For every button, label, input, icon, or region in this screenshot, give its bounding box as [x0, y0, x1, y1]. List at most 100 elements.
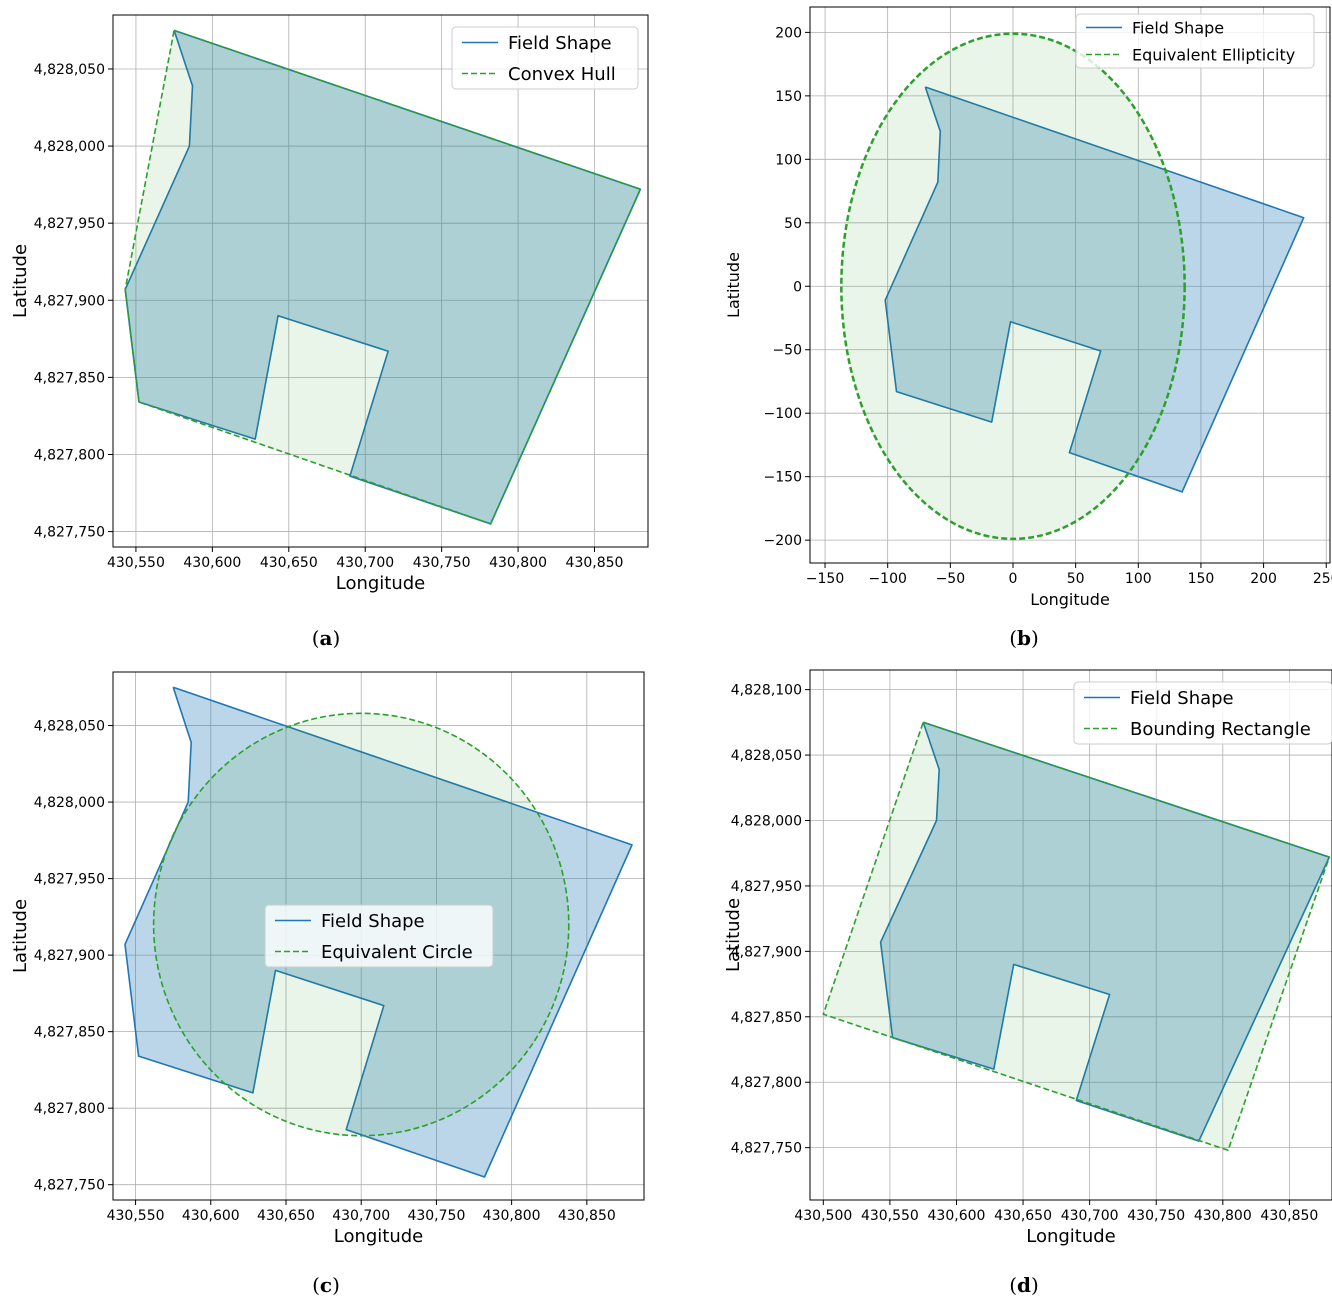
y-tick-label-1: 4,827,800	[731, 1075, 802, 1091]
legend-box-a	[451, 26, 639, 90]
x-tick-label-2: 430,600	[928, 1208, 986, 1224]
series-1-fill	[125, 30, 641, 524]
legend-c: Field Shape Equivalent Circle	[264, 904, 494, 968]
y-tick-label-5: 50	[784, 216, 802, 232]
x-tick-label-4: 50	[1067, 571, 1085, 587]
x-tick-label-0: 430,500	[794, 1208, 852, 1224]
x-tick-label-3: 430,700	[332, 1208, 390, 1224]
y-axis-label-a: Latitude	[10, 244, 31, 318]
y-tick-label-2: 4,827,850	[731, 1010, 802, 1026]
legend-label-1: Convex Hull	[508, 64, 616, 85]
caption-c: (c)	[312, 1273, 340, 1297]
x-tick-label-6: 150	[1188, 571, 1215, 587]
x-tick-label-4: 430,750	[413, 555, 471, 571]
legend-label-1: Bounding Rectangle	[1130, 719, 1311, 740]
x-tick-label-6: 430,850	[558, 1208, 616, 1224]
y-tick-label-0: 4,827,750	[34, 525, 105, 541]
x-tick-label-8: 250	[1313, 571, 1332, 587]
x-tick-label-1: 430,600	[183, 555, 241, 571]
series-group-b	[840, 32, 1305, 541]
panel-c: 430,550 430,600 430,650 430,700 430,750 430,8…	[10, 671, 645, 1297]
series-0-line	[124, 686, 633, 1178]
x-tick-label-2: 430,650	[260, 555, 318, 571]
caption-a: (a)	[311, 626, 341, 650]
panel-a: 430,550 430,600 430,650 430,700 430,750 430,8…	[0, 0, 666, 650]
x-tick-label-0: 430,550	[107, 555, 165, 571]
x-tick-label-4: 430,750	[407, 1208, 465, 1224]
plot-frame-b	[809, 6, 1331, 564]
x-tick-label-5: 100	[1125, 571, 1152, 587]
x-tick-label-1: 430,550	[861, 1208, 919, 1224]
y-tick-label-6: 100	[775, 152, 802, 168]
series-1-line	[124, 29, 642, 525]
y-tick-label-2: −100	[764, 406, 802, 422]
series-1-ellipse	[840, 32, 1186, 541]
x-tick-label-5: 430,800	[483, 1208, 541, 1224]
y-tick-label-5: 4,828,000	[34, 795, 105, 811]
x-tick-label-1: −100	[868, 571, 906, 587]
series-0-line	[879, 721, 1331, 1142]
x-tick-label-2: 430,650	[257, 1208, 315, 1224]
y-axis-label-b: Latitude	[724, 252, 743, 318]
y-axis-label-d: Latitude	[723, 898, 744, 972]
plot-frame-c	[112, 671, 645, 1201]
y-tick-label-2: 4,827,850	[34, 1025, 105, 1041]
y-tick-label-6: 4,828,050	[731, 748, 802, 764]
series-group-d	[822, 721, 1331, 1152]
y-tick-label-4: 4,827,950	[34, 872, 105, 888]
series-0-fill	[125, 30, 641, 524]
caption-c-letter: c	[319, 1273, 333, 1297]
y-tick-label-4: 0	[793, 279, 802, 295]
legend-a: Field Shape Convex Hull	[451, 26, 639, 90]
series-0-fill	[880, 722, 1330, 1142]
legend-box-c	[264, 904, 494, 968]
x-tick-label-6: 430,850	[566, 555, 624, 571]
x-tick-label-5: 430,750	[1127, 1208, 1185, 1224]
caption-b-letter: b	[1017, 626, 1031, 650]
grid-d	[810, 670, 1332, 1200]
legend-d: Field Shape Bounding Rectangle	[1073, 681, 1332, 745]
plot-frame-d	[809, 669, 1332, 1201]
y-tick-label-1: 4,827,800	[34, 447, 105, 463]
x-tick-label-5: 430,800	[489, 555, 547, 571]
legend-label-0: Field Shape	[1132, 18, 1224, 37]
legend-box-b	[1075, 13, 1315, 69]
y-tick-label-2: 4,827,850	[34, 370, 105, 386]
legend-box-d	[1073, 681, 1332, 745]
legend-label-0: Field Shape	[1130, 688, 1234, 709]
series-1-fill	[823, 722, 1330, 1151]
y-tick-label-4: 4,827,950	[34, 216, 105, 232]
y-axis-label-c: Latitude	[10, 899, 31, 973]
chart-c: 430,550 430,600 430,650 430,700 430,750 430,8…	[10, 671, 645, 1247]
legend-label-0: Field Shape	[321, 911, 425, 932]
y-tick-label-3: 4,827,900	[731, 944, 802, 960]
x-tick-label-3: 0	[1009, 571, 1018, 587]
y-tick-label-0: 4,827,750	[731, 1141, 802, 1157]
y-tick-label-0: 4,827,750	[34, 1178, 105, 1194]
y-tick-label-7: 150	[775, 89, 802, 105]
x-tick-label-6: 430,800	[1194, 1208, 1252, 1224]
legend-label-1: Equivalent Circle	[321, 942, 473, 963]
x-tick-label-1: 430,600	[182, 1208, 240, 1224]
series-1-line	[822, 721, 1331, 1152]
x-axis-label-b: Longitude	[1030, 590, 1110, 609]
caption-a-letter: a	[319, 626, 333, 650]
x-tick-label-2: −50	[936, 571, 966, 587]
series-0-line	[124, 29, 642, 525]
chart-b: −150 −100 −50 0 50 100 150 200 250 −200 −150 −100 −5…	[724, 6, 1332, 609]
y-tick-label-8: 200	[775, 25, 802, 41]
series-0-line	[884, 86, 1305, 493]
x-axis-label-d: Longitude	[1026, 1226, 1116, 1247]
x-tick-label-3: 430,700	[336, 555, 394, 571]
grid-b	[810, 7, 1330, 563]
x-tick-label-7: 200	[1250, 571, 1277, 587]
y-tick-label-6: 4,828,050	[34, 719, 105, 735]
y-tick-label-4: 4,827,950	[731, 879, 802, 895]
x-tick-label-3: 430,650	[994, 1208, 1052, 1224]
caption-d-letter: d	[1017, 1273, 1031, 1297]
y-tick-label-5: 4,828,000	[731, 813, 802, 829]
series-group-a	[124, 29, 642, 525]
